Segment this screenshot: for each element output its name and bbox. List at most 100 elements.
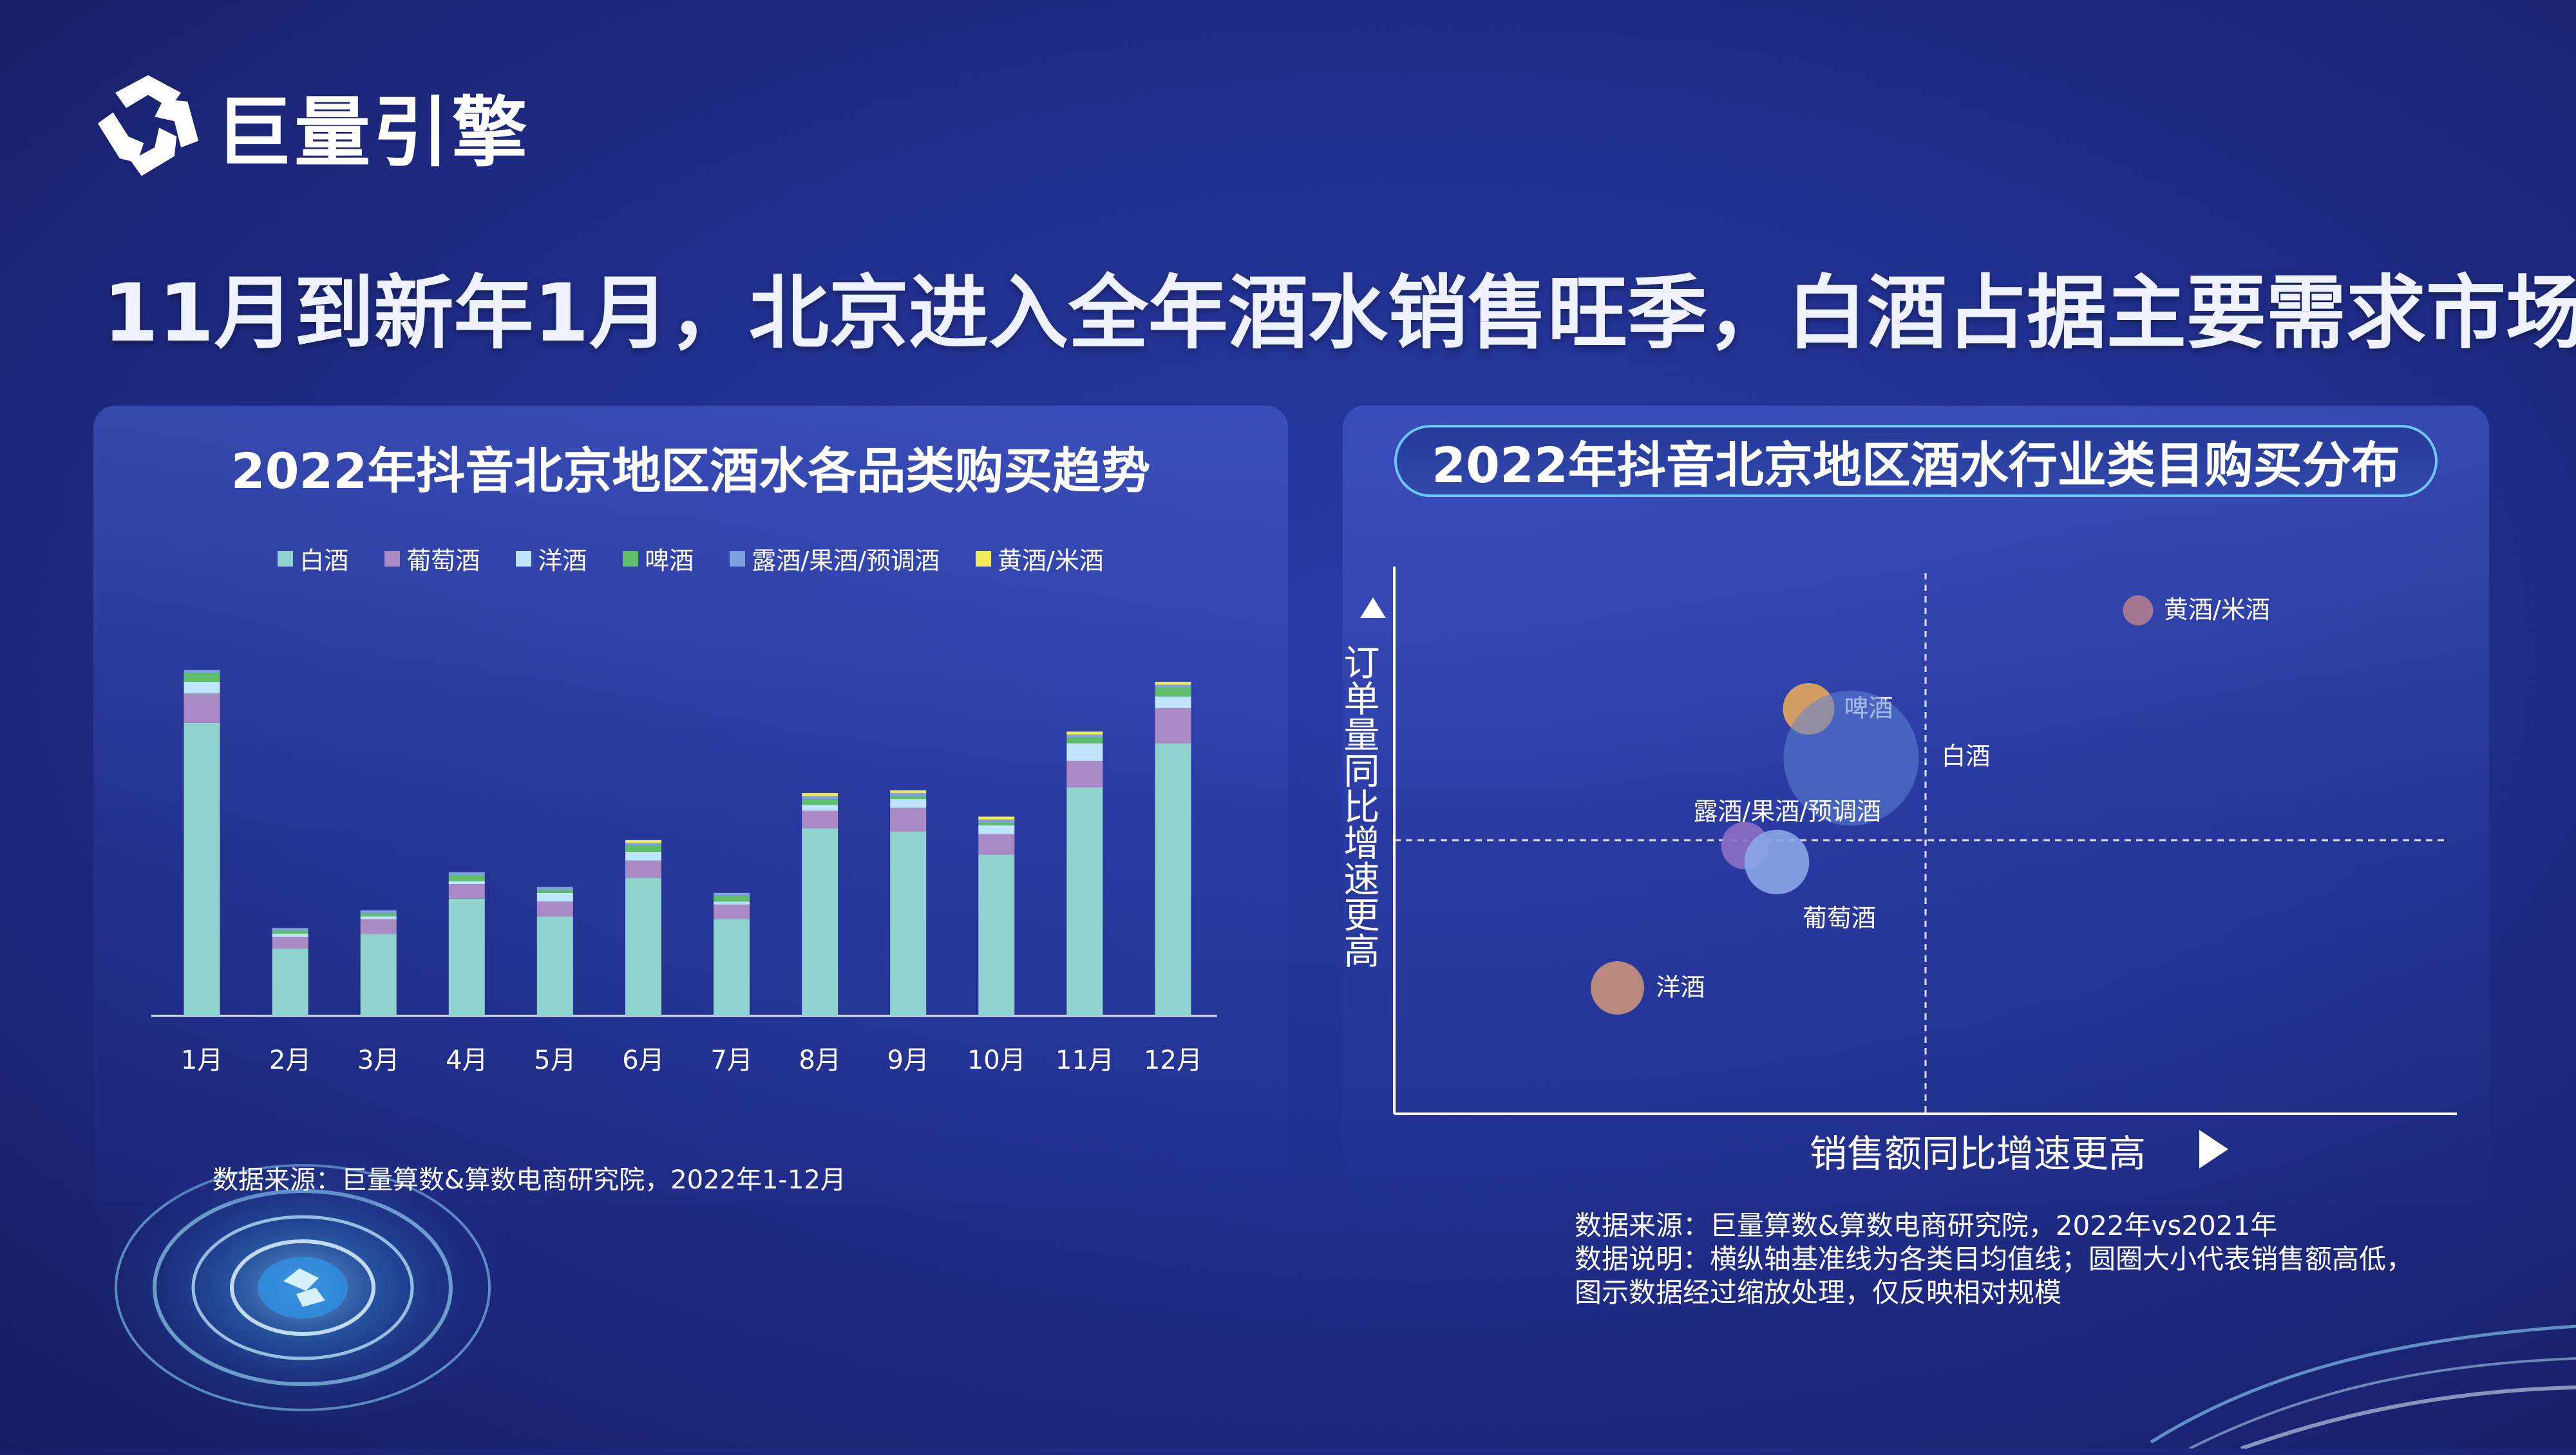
x-tick-label: 12月: [1144, 1046, 1202, 1075]
legend-swatch: [623, 550, 639, 567]
bar-segment: [625, 845, 661, 852]
bar-segment: [448, 884, 485, 899]
legend-item: 啤酒: [623, 541, 694, 576]
bar-segment: [625, 878, 661, 1016]
x-axis-label: 销售额同比增速更高: [1810, 1132, 2146, 1176]
legend-item: 露酒/果酒/预调酒: [730, 541, 940, 576]
note-line: 数据来源：巨量算数&算数电商研究院，2022年vs2021年: [1575, 1210, 2278, 1241]
trend-chart-panel: 2022年抖音北京地区酒水各品类购买趋势 白酒 葡萄酒 洋酒 啤酒 露酒/果酒/预调酒 黄…: [93, 406, 1288, 1204]
bar-segment: [978, 854, 1015, 1016]
bar-segment: [360, 934, 397, 1016]
bar-segment: [448, 872, 485, 876]
bar-segment: [978, 819, 1015, 823]
legend-label: 洋酒: [538, 547, 587, 575]
trend-bar-chart: 1月 2月 3月 4月 5月 6月 7月 8月 9月 10月 11月 12月: [151, 670, 1217, 1075]
bar-segment: [978, 816, 1015, 820]
distribution-chart-panel: 2022年抖音北京地区酒水行业类目购买分布 黄酒/米酒啤酒白酒露酒/果酒/预调酒…: [1343, 406, 2489, 1204]
bar-segment: [1155, 684, 1191, 688]
x-tick-label: 7月: [710, 1046, 752, 1075]
bar-segment: [1155, 681, 1191, 685]
bubble: [1744, 829, 1810, 895]
brand-name: 巨量引擎: [216, 88, 531, 177]
bar-segment: [625, 840, 661, 843]
bar-segment: [272, 937, 308, 949]
y-axis-label: 订单量同比增速更高: [1338, 644, 1379, 968]
bar-segment: [890, 831, 927, 1016]
bar-segment: [360, 910, 397, 914]
bar-segment: [184, 670, 220, 673]
x-tick-label: 1月: [181, 1046, 223, 1075]
legend-item: 葡萄酒: [384, 541, 480, 576]
bar-segment: [272, 934, 308, 937]
bar-segment: [890, 790, 927, 793]
legend-label: 黄酒/米酒: [997, 547, 1104, 575]
bar-segment: [1066, 760, 1103, 787]
bar-segment: [1066, 787, 1103, 1016]
legend-swatch: [975, 550, 991, 567]
legend-item: 白酒: [278, 541, 348, 576]
bar-segment: [360, 916, 397, 919]
distribution-chart-notes: 数据来源：巨量算数&算数电商研究院，2022年vs2021年 数据说明：横纵轴基…: [1575, 1209, 2413, 1310]
bar-segment: [1155, 696, 1191, 708]
bar-segment: [625, 843, 661, 846]
legend-swatch: [516, 550, 532, 567]
trend-chart-title: 2022年抖音北京地区酒水各品类购买趋势: [231, 442, 1151, 500]
x-tick-label: 8月: [799, 1046, 840, 1075]
bar-segment: [802, 828, 838, 1016]
bar-segment: [802, 793, 838, 796]
bar-segment: [536, 890, 573, 893]
bar-segment: [978, 822, 1015, 826]
legend-label: 白酒: [299, 547, 349, 575]
legend-label: 露酒/果酒/预调酒: [752, 547, 940, 575]
bar-segment: [978, 834, 1015, 855]
bar-segment: [714, 901, 750, 905]
x-tick-label: 4月: [446, 1046, 488, 1075]
bar-segment: [360, 919, 397, 934]
note-line: 图示数据经过缩放处理，仅反映相对规模: [1575, 1277, 2062, 1308]
bar-segment: [890, 793, 927, 796]
bubble-label: 洋酒: [1656, 973, 1705, 1002]
trend-chart-source: 数据来源：巨量算数&算数电商研究院，2022年1-12月: [213, 1165, 846, 1195]
bar-segment: [1066, 743, 1103, 761]
bar-segment: [448, 898, 485, 1016]
bar-segment: [272, 928, 308, 931]
x-tick-label: 2月: [269, 1046, 311, 1075]
bubble-label: 白酒: [1942, 742, 1991, 771]
legend-label: 啤酒: [645, 547, 694, 575]
trend-chart-legend: 白酒 葡萄酒 洋酒 啤酒 露酒/果酒/预调酒 黄酒/米酒: [93, 541, 1288, 576]
bar-segment: [1155, 743, 1191, 1016]
page-title: 11月到新年1月，北京进入全年酒水销售旺季，白酒占据主要需求市场: [103, 267, 2576, 360]
legend-swatch: [278, 550, 294, 567]
bar-segment: [802, 805, 838, 811]
bar-segment: [448, 881, 485, 885]
bar-segment: [272, 948, 308, 1016]
legend-label: 葡萄酒: [406, 547, 480, 575]
bubble-label: 露酒/果酒/预调酒: [1694, 798, 1882, 826]
bar-segment: [1066, 731, 1103, 735]
bar-segment: [184, 673, 220, 682]
legend-swatch: [730, 550, 746, 567]
bar-segment: [272, 930, 308, 934]
bar-segment: [184, 722, 220, 1016]
bar-segment: [1066, 734, 1103, 738]
bar-segment: [890, 807, 927, 832]
bar-segment: [360, 913, 397, 917]
bar-segment: [1155, 688, 1191, 697]
bubble: [1591, 961, 1644, 1015]
bar-segment: [1155, 708, 1191, 744]
x-tick-label: 10月: [967, 1046, 1026, 1075]
bar-segment: [184, 681, 220, 694]
legend-swatch: [384, 550, 401, 567]
bar-segment: [714, 892, 750, 896]
bar-segment: [625, 852, 661, 861]
note-line: 数据说明：横纵轴基准线为各类目均值线；圆圈大小代表销售额高低，: [1575, 1243, 2414, 1275]
bar-segment: [978, 825, 1015, 834]
y-axis-arrow-icon: [1360, 597, 1386, 618]
bar-segment: [714, 904, 750, 919]
bar-segment: [536, 901, 573, 917]
x-tick-label: 3月: [357, 1046, 399, 1075]
x-axis-arrow-icon: [2199, 1130, 2228, 1169]
bar-segment: [1066, 737, 1103, 744]
x-tick-label: 9月: [887, 1046, 929, 1075]
